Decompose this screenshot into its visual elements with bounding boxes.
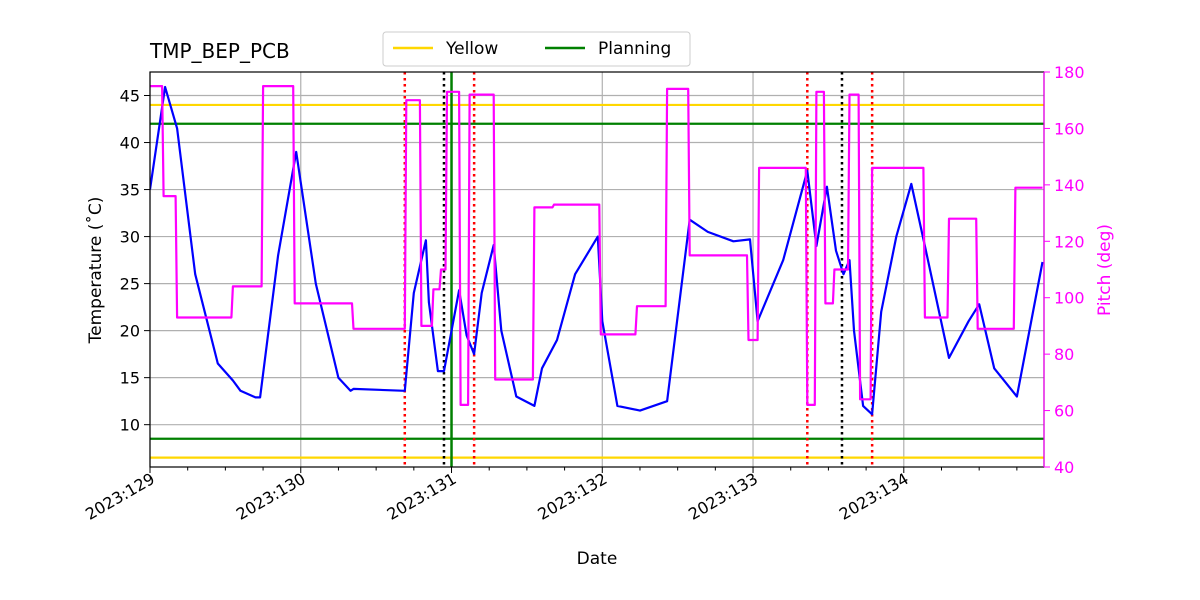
legend-label-yellow: Yellow bbox=[445, 39, 498, 59]
right-y-tick-label: 100 bbox=[1054, 289, 1085, 308]
left-y-axis-title: Temperature (˚C) bbox=[85, 197, 106, 345]
legend-box bbox=[382, 31, 691, 67]
right-y-axis: 40 60 80 100 120 140 160 180 bbox=[1043, 63, 1085, 477]
limit-lines bbox=[150, 103, 1044, 459]
event-lines bbox=[403, 72, 874, 467]
left-y-tick-label: 25 bbox=[120, 275, 140, 294]
left-y-tick-label: 20 bbox=[120, 322, 140, 341]
right-y-tick-label: 160 bbox=[1054, 119, 1085, 138]
right-y-tick-label: 60 bbox=[1054, 402, 1074, 421]
temperature-series-line bbox=[150, 85, 1044, 416]
left-y-tick-label: 15 bbox=[120, 369, 140, 388]
left-y-tick-label: 40 bbox=[120, 134, 140, 153]
left-y-axis: 10 15 20 25 30 35 40 45 bbox=[120, 87, 150, 435]
x-axis-title: Date bbox=[577, 549, 618, 569]
legend: Yellow Planning bbox=[382, 31, 691, 67]
left-y-tick-label: 45 bbox=[120, 87, 140, 106]
right-y-tick-label: 80 bbox=[1054, 345, 1074, 364]
right-y-axis-title: Pitch (deg) bbox=[1095, 224, 1115, 316]
right-y-tick-label: 40 bbox=[1054, 458, 1074, 477]
series-layer bbox=[150, 84, 1044, 416]
pitch-series-line bbox=[150, 84, 1043, 406]
right-y-tick-label: 140 bbox=[1054, 176, 1085, 195]
left-y-tick-label: 10 bbox=[120, 416, 140, 435]
left-y-tick-label: 35 bbox=[120, 181, 140, 200]
legend-label-planning: Planning bbox=[598, 39, 671, 59]
right-y-tick-label: 120 bbox=[1054, 232, 1085, 251]
chart-title: TMP_BEP_PCB bbox=[149, 39, 290, 63]
right-y-tick-label: 180 bbox=[1054, 63, 1085, 82]
left-y-tick-label: 30 bbox=[120, 228, 140, 247]
